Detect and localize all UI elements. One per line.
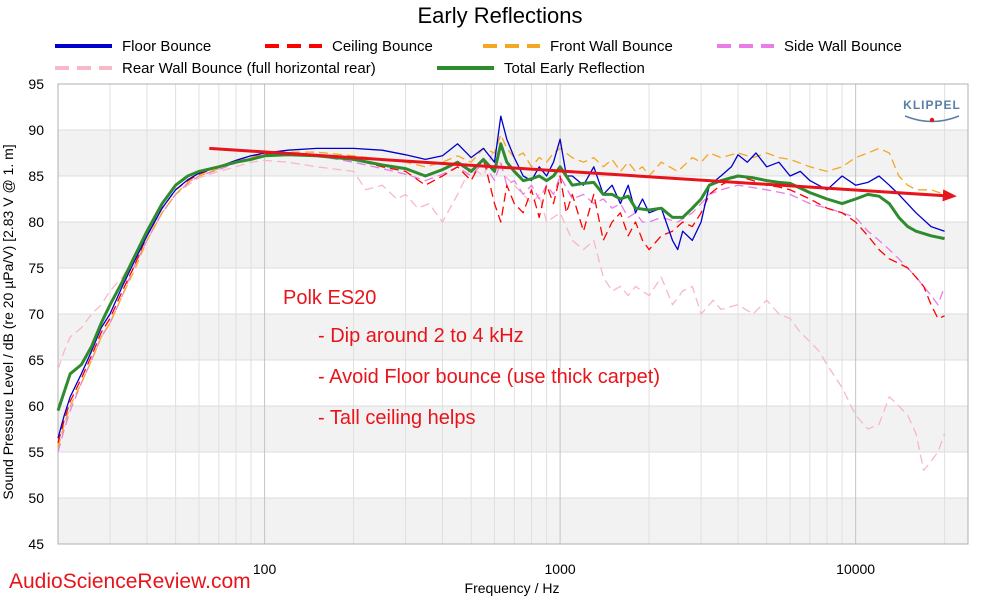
legend-item[interactable]: Side Wall Bounce bbox=[717, 38, 902, 55]
y-tick-label: 90 bbox=[28, 122, 44, 138]
plot-band bbox=[58, 360, 968, 406]
legend-label: Floor Bounce bbox=[122, 38, 211, 55]
plot-band bbox=[58, 498, 968, 544]
annotation-notes: Polk ES20 - Dip around 2 to 4 kHz - Avoi… bbox=[283, 287, 660, 429]
x-axis-ticks: 100 1000 10000 bbox=[253, 561, 875, 577]
note-title: Polk ES20 bbox=[283, 287, 376, 309]
legend[interactable]: Floor Bounce Ceiling Bounce Front Wall Bou… bbox=[55, 38, 902, 77]
x-tick-label: 1000 bbox=[545, 561, 576, 577]
x-tick-label: 10000 bbox=[836, 561, 875, 577]
legend-label: Ceiling Bounce bbox=[332, 38, 433, 55]
watermark: AudioScienceReview.com bbox=[9, 570, 251, 593]
plot-band bbox=[58, 222, 968, 268]
klippel-logo-text: KLIPPEL bbox=[903, 98, 961, 112]
y-axis-label: Sound Pressure Level / dB (re 20 µPa/V) … bbox=[0, 144, 16, 499]
series-line-total-early-reflection bbox=[56, 142, 945, 412]
y-tick-label: 70 bbox=[28, 306, 44, 322]
legend-label: Rear Wall Bounce (full horizontal rear) bbox=[122, 60, 376, 77]
legend-label: Side Wall Bounce bbox=[784, 38, 902, 55]
trend-arrowhead bbox=[942, 189, 957, 202]
y-tick-label: 55 bbox=[28, 444, 44, 460]
note-line-1: - Dip around 2 to 4 kHz bbox=[318, 325, 524, 347]
series-layer bbox=[56, 115, 946, 472]
y-tick-label: 45 bbox=[28, 536, 44, 552]
trend-line bbox=[209, 146, 949, 198]
y-tick-label: 80 bbox=[28, 214, 44, 230]
x-axis-label: Frequency / Hz bbox=[465, 580, 560, 596]
plot-band bbox=[58, 268, 968, 314]
legend-item[interactable]: Front Wall Bounce bbox=[483, 38, 673, 55]
y-tick-label: 60 bbox=[28, 398, 44, 414]
klippel-logo-dot bbox=[929, 117, 935, 123]
chart-title: Early Reflections bbox=[417, 3, 582, 28]
plot-band bbox=[58, 84, 968, 130]
plot-band bbox=[58, 314, 968, 360]
note-line-2: - Avoid Floor bounce (use thick carpet) bbox=[318, 366, 660, 388]
series-line-front-wall-bounce bbox=[57, 133, 945, 448]
y-tick-label: 95 bbox=[28, 76, 44, 92]
legend-item[interactable]: Ceiling Bounce bbox=[265, 38, 433, 55]
y-tick-label: 65 bbox=[28, 352, 44, 368]
y-axis-ticks: 95 90 85 80 75 70 65 60 55 50 45 bbox=[28, 76, 44, 552]
x-tick-label: 100 bbox=[253, 561, 277, 577]
legend-label: Front Wall Bounce bbox=[550, 38, 673, 55]
y-tick-label: 50 bbox=[28, 490, 44, 506]
series-line-rear-wall-bounce-full-horizontal-rear bbox=[57, 147, 946, 472]
plot-band bbox=[58, 406, 968, 452]
plot-band bbox=[58, 452, 968, 498]
note-line-3: - Tall ceiling helps bbox=[318, 407, 476, 429]
klippel-logo: KLIPPEL bbox=[903, 98, 961, 123]
plot-frame bbox=[57, 83, 969, 545]
legend-item[interactable]: Total Early Reflection bbox=[437, 60, 645, 77]
series-line-ceiling-bounce bbox=[57, 152, 945, 443]
legend-item[interactable]: Rear Wall Bounce (full horizontal rear) bbox=[55, 60, 376, 77]
legend-item[interactable]: Floor Bounce bbox=[55, 38, 211, 55]
y-tick-label: 75 bbox=[28, 260, 44, 276]
series-line-floor-bounce bbox=[57, 115, 945, 439]
trend-layer bbox=[209, 146, 957, 202]
y-tick-label: 85 bbox=[28, 168, 44, 184]
legend-label: Total Early Reflection bbox=[504, 60, 645, 77]
